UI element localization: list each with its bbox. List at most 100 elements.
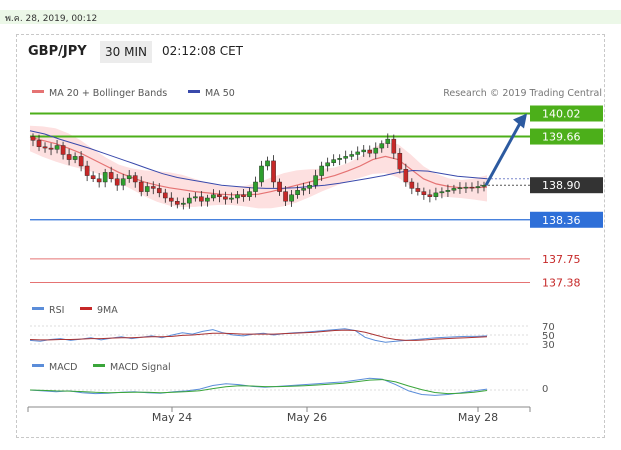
candle-body	[265, 160, 270, 167]
timeframe-badge[interactable]: 30 MIN	[100, 41, 152, 63]
candle-body	[397, 152, 403, 170]
candle-body	[72, 156, 78, 160]
candle-body	[30, 136, 36, 141]
macd-signal-legend-label: MACD Signal	[110, 362, 171, 373]
x-axis-label: May 26	[287, 411, 327, 424]
candle-body	[481, 184, 487, 187]
candle-body	[373, 147, 379, 154]
candle-body	[102, 172, 108, 183]
candle-body	[355, 151, 361, 155]
projection-arrow	[484, 120, 523, 186]
candle-body	[301, 188, 306, 191]
level-label-3: 138.36	[542, 214, 581, 227]
rsi-tick-label: 30	[542, 340, 555, 351]
rsi-ma-legend-label: 9MA	[97, 305, 118, 316]
candle-body	[162, 192, 168, 199]
candle-body	[54, 145, 60, 150]
candle-body	[475, 186, 481, 188]
candle-body	[367, 149, 373, 154]
candle-body	[325, 162, 330, 167]
macd-signal-legend-swatch	[93, 364, 105, 367]
candle-body	[307, 184, 312, 189]
candle-body	[132, 175, 138, 183]
candle-body	[175, 201, 180, 205]
candle-body	[36, 140, 42, 147]
level-tag-0	[530, 105, 603, 122]
candle-body	[229, 197, 234, 200]
level-tag-2	[530, 177, 603, 194]
ma50-legend-label: MA 50	[205, 88, 235, 99]
level-label-0: 140.02	[542, 108, 581, 121]
level-tag-1	[530, 128, 603, 145]
rsi-tick-label: 70	[542, 322, 555, 333]
candle-body	[313, 175, 318, 186]
candle-body	[271, 160, 276, 183]
research-credit: Research © 2019 Trading Central	[443, 88, 602, 99]
candle-body	[343, 156, 348, 159]
candle-body	[223, 196, 228, 200]
ma20-legend-label: MA 20 + Bollinger Bands	[49, 88, 167, 99]
candle-body	[42, 146, 48, 149]
candle-body	[156, 188, 162, 194]
candle-body	[84, 165, 90, 176]
candle-body	[385, 138, 391, 144]
candle-body	[421, 191, 427, 195]
currency-pair: GBP/JPY	[28, 44, 87, 59]
candle-body	[439, 191, 445, 194]
candle-body	[187, 197, 192, 204]
candle-body	[409, 181, 415, 189]
candle-body	[391, 138, 397, 154]
macd-series-0	[29, 377, 488, 396]
candle-body	[150, 186, 156, 189]
candle-body	[295, 190, 300, 195]
candle-body	[349, 154, 355, 157]
candle-body	[126, 175, 132, 179]
timestamp: พ.ค. 28, 2019, 00:12	[5, 14, 98, 24]
candle-body	[205, 197, 210, 202]
candle-body	[144, 186, 150, 192]
candle-body	[451, 188, 457, 191]
candle-body	[445, 190, 451, 192]
candle-body	[108, 172, 114, 179]
candle-body	[319, 165, 324, 176]
candle-body	[211, 194, 216, 199]
candle-body	[283, 191, 288, 202]
candle-body	[241, 194, 246, 197]
ma50-line	[29, 130, 488, 189]
rsi-legend-label: RSI	[49, 305, 64, 316]
candle-body	[427, 194, 433, 197]
rsi-series-1	[29, 329, 488, 341]
candle-body	[361, 149, 367, 153]
candle-body	[90, 175, 96, 179]
candle-body	[138, 181, 144, 192]
macd-legend-swatch	[32, 364, 44, 367]
candle-body	[181, 202, 186, 205]
macd-series-1	[29, 379, 488, 395]
candle-body	[114, 178, 120, 186]
candle-body	[433, 192, 439, 197]
level-label-4: 137.75	[542, 253, 581, 266]
rsi-tick-label: 50	[542, 331, 555, 342]
candle-body	[277, 181, 282, 192]
candle-body	[289, 194, 294, 202]
chart-time: 02:12:08 CET	[162, 44, 243, 58]
candle-body	[469, 186, 475, 189]
candle-body	[96, 178, 102, 183]
candle-body	[193, 196, 198, 199]
level-tag-3	[530, 211, 603, 228]
candle-body	[169, 197, 174, 202]
x-axis-label: May 24	[152, 411, 192, 424]
candle-body	[247, 191, 252, 197]
rsi-legend-swatch	[32, 307, 44, 310]
chart-card	[16, 34, 605, 438]
ma20-legend-swatch	[32, 90, 44, 93]
macd-tick-label: 0	[542, 384, 548, 395]
candle-body	[337, 158, 342, 160]
level-label-5: 137.38	[542, 277, 581, 290]
level-label-2: 138.90	[542, 179, 581, 192]
candle-body	[217, 194, 222, 197]
candle-body	[78, 156, 84, 167]
candle-body	[66, 154, 72, 160]
candle-body	[463, 186, 469, 189]
